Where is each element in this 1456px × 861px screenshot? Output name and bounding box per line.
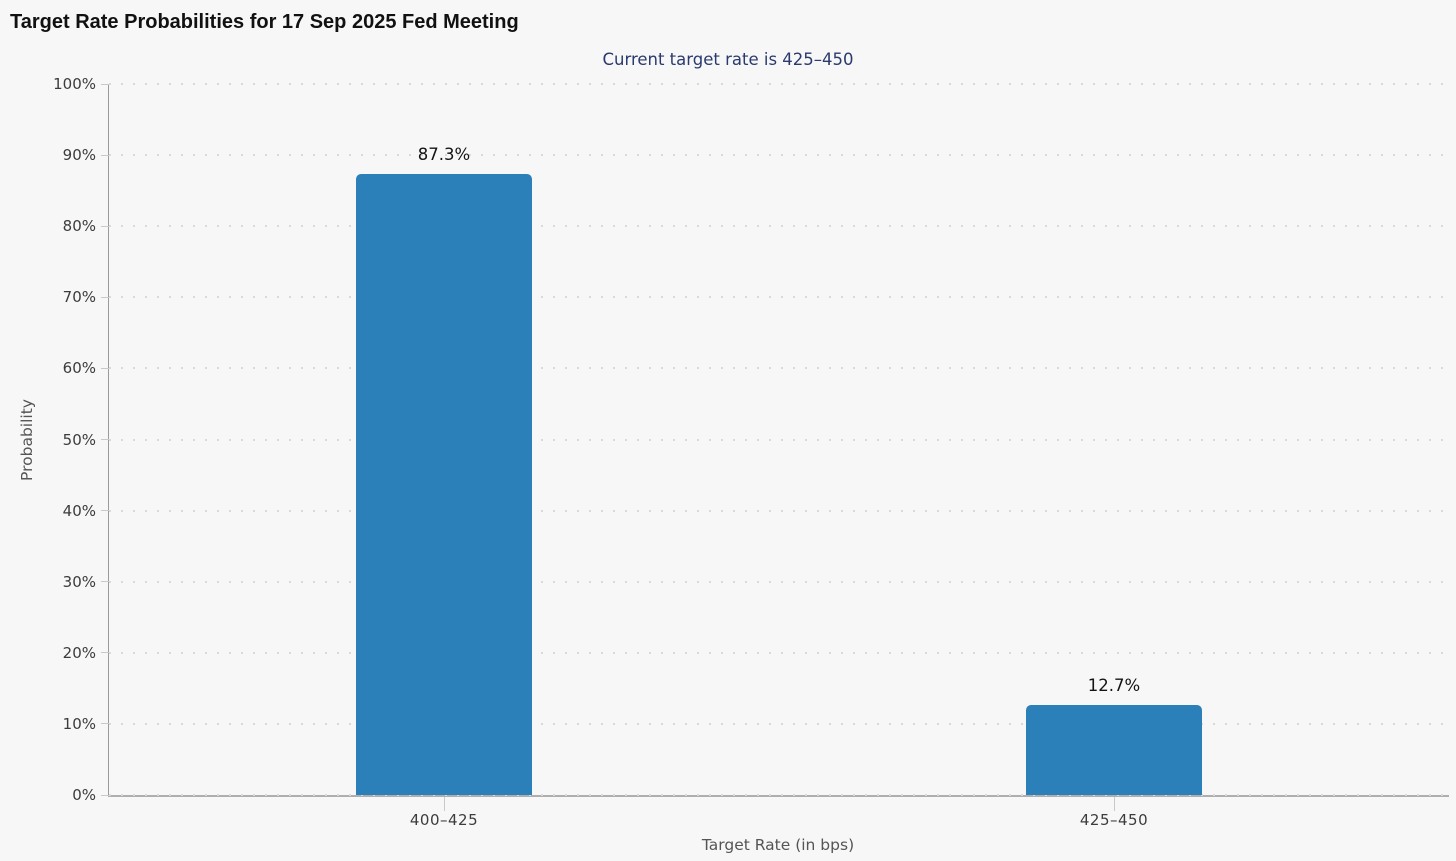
y-axis-tick	[101, 225, 109, 227]
gridline-90%	[109, 154, 1449, 157]
y-axis-tick	[101, 652, 109, 654]
y-axis-tick	[101, 439, 109, 440]
gridline-40%	[109, 509, 1449, 512]
gridline-50%	[109, 438, 1449, 441]
y-axis-tick	[101, 154, 109, 156]
gridline-20%	[109, 651, 1449, 654]
gridline-60%	[109, 367, 1449, 370]
y-axis-tick	[101, 296, 109, 298]
x-axis-tick	[1113, 797, 1115, 811]
y-axis-tick-label: 40%	[62, 501, 96, 520]
bar-value-label: 87.3%	[417, 145, 471, 165]
gridline-30%	[109, 580, 1449, 583]
y-axis-tick-label: 20%	[62, 643, 96, 662]
gridline-0%	[109, 794, 1449, 796]
y-axis-tick-label: 90%	[62, 146, 96, 165]
bar-value-label: 12.7%	[1087, 675, 1141, 695]
bar-400–425[interactable]	[356, 174, 532, 795]
y-axis-tick-label: 100%	[53, 75, 96, 93]
x-axis-title: Target Rate (in bps)	[701, 836, 855, 854]
y-axis-tick-label: 10%	[62, 714, 96, 733]
y-axis-tick	[101, 367, 109, 369]
x-axis-tick	[443, 797, 445, 811]
gridline-100%	[109, 83, 1449, 85]
y-axis-tick-label: 0%	[72, 786, 96, 804]
gridline-80%	[109, 225, 1449, 228]
y-axis-tick	[101, 794, 109, 796]
x-axis-category-label: 425–450	[1079, 811, 1149, 829]
gridline-10%	[109, 722, 1449, 725]
y-axis-tick-label: 50%	[62, 430, 96, 449]
y-axis-tick	[101, 581, 109, 583]
y-axis-tick-label: 60%	[62, 359, 96, 378]
plot-area: 0% 10% 20% 30% 40% 50% 60% 70% 80% 90% 100% 87.3% 40…	[53, 75, 1449, 829]
gridline-70%	[109, 296, 1449, 299]
y-axis-tick	[101, 510, 109, 512]
y-axis-tick-label: 70%	[62, 288, 96, 307]
chart-title: Target Rate Probabilities for 17 Sep 202…	[10, 11, 519, 33]
y-axis-tick-label: 80%	[62, 217, 96, 236]
y-axis-tick	[101, 723, 109, 725]
x-axis-category-label: 400–425	[409, 811, 479, 829]
y-axis-tick-label: 30%	[62, 572, 96, 591]
y-axis-title: Probability	[18, 399, 36, 481]
bar-425–450[interactable]	[1026, 704, 1202, 795]
chart-subtitle: Current target rate is 425–450	[602, 50, 854, 69]
y-axis-tick	[101, 83, 109, 85]
